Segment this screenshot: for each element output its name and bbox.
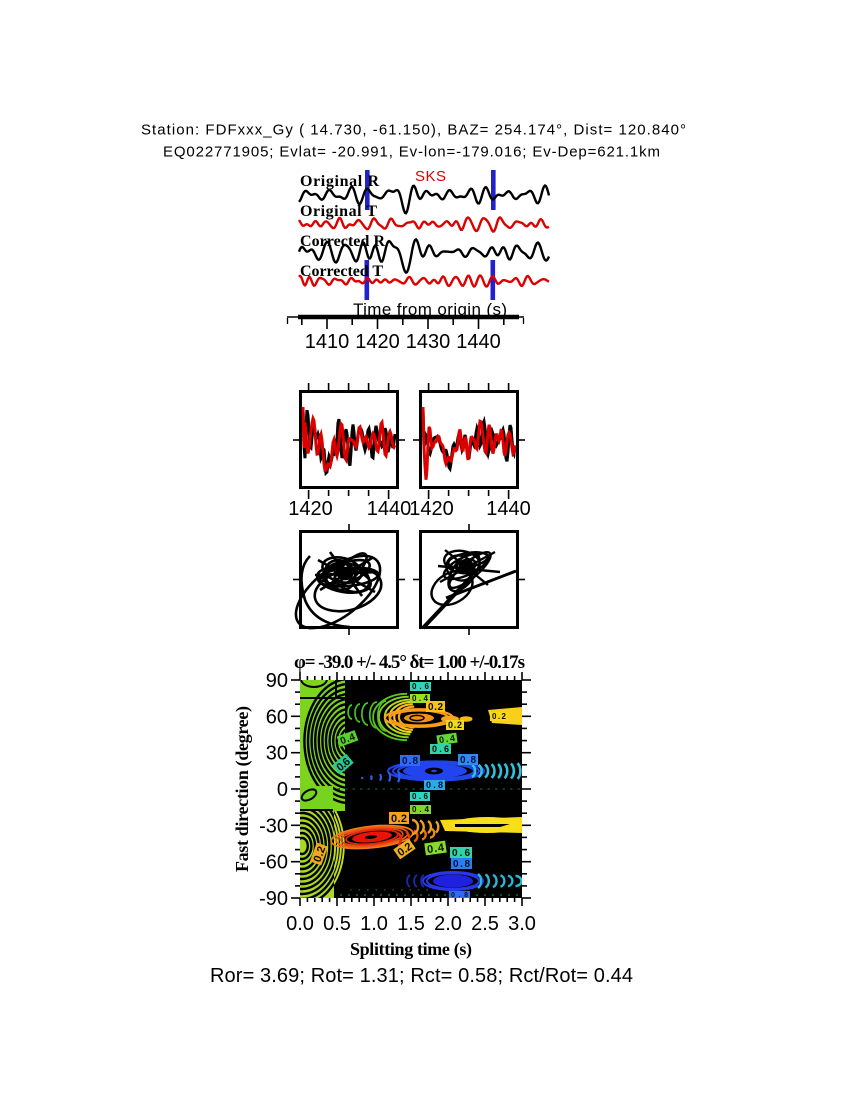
svg-text:0.4: 0.4 [426,842,445,856]
svg-text:0.2: 0.2 [391,813,407,825]
svg-text:0.2: 0.2 [492,712,507,721]
svg-text:Station: FDFxxx_Gy ( 14.730,: Station: FDFxxx_Gy ( 14.730, -61.150), B… [141,122,686,139]
svg-text:Splitting time (s): Splitting time (s) [350,939,472,960]
svg-text:1430: 1430 [406,331,451,353]
svg-text:0: 0 [277,779,288,801]
svg-text:3.0: 3.0 [508,913,536,935]
svg-text:1440: 1440 [456,331,501,353]
svg-text:EQ022771905; Evlat= -20.991, E: EQ022771905; Evlat= -20.991, Ev-lon=-179… [163,144,660,161]
svg-text:0.8: 0.8 [451,892,468,899]
svg-text:1440: 1440 [486,498,531,520]
svg-text:0.2: 0.2 [448,720,462,730]
svg-text:1.5: 1.5 [397,913,425,935]
svg-text:1410: 1410 [305,331,350,353]
svg-text:-90: -90 [259,888,288,910]
svg-text:0.6: 0.6 [412,792,429,801]
svg-text:0.8: 0.8 [460,755,476,766]
svg-text:0.2: 0.2 [312,845,329,864]
svg-text:Corrected R: Corrected R [300,233,385,250]
svg-text:0.0: 0.0 [286,913,314,935]
svg-text:0.8: 0.8 [453,859,470,870]
svg-text:2.0: 2.0 [434,913,462,935]
svg-text:Ror= 3.69; Rot= 1.31; Rct= 0.5: Ror= 3.69; Rot= 1.31; Rct= 0.58; Rct/Rot… [210,965,633,987]
svg-text:2.5: 2.5 [471,913,499,935]
svg-text:0.5: 0.5 [323,913,351,935]
svg-text:0.8: 0.8 [402,756,418,767]
svg-text:Original T: Original T [300,203,377,220]
svg-text:0.4: 0.4 [438,733,455,745]
svg-text:0.6: 0.6 [412,682,430,691]
svg-text:0.6: 0.6 [452,848,470,859]
svg-text:30: 30 [266,743,288,765]
svg-text:Original R: Original R [300,173,379,190]
svg-text:1420: 1420 [288,498,333,520]
svg-text:0.8: 0.8 [426,780,443,790]
svg-text:0.4: 0.4 [412,805,430,814]
svg-text:1440: 1440 [367,498,412,520]
svg-text:0.4: 0.4 [339,732,357,748]
svg-text:60: 60 [266,706,288,728]
svg-text:Corrected T: Corrected T [300,263,383,280]
svg-text:1420: 1420 [409,498,454,520]
svg-text:0.6: 0.6 [432,744,449,754]
svg-text:90: 90 [266,670,288,692]
svg-text:-30: -30 [259,815,288,837]
svg-text:SKS: SKS [415,168,446,185]
svg-text:1.0: 1.0 [360,913,388,935]
svg-text:1420: 1420 [355,331,400,353]
svg-text:0.2: 0.2 [428,702,443,713]
svg-text:0.4: 0.4 [412,694,429,703]
svg-text:Time from origin (s): Time from origin (s) [353,300,507,319]
svg-text:-60: -60 [259,852,288,874]
svg-text:Fast direction (degree): Fast direction (degree) [232,706,253,872]
svg-text:φ= -39.0 +/- 4.5° δt= 1.00 +/-: φ= -39.0 +/- 4.5° δt= 1.00 +/-0.17s [294,652,525,673]
